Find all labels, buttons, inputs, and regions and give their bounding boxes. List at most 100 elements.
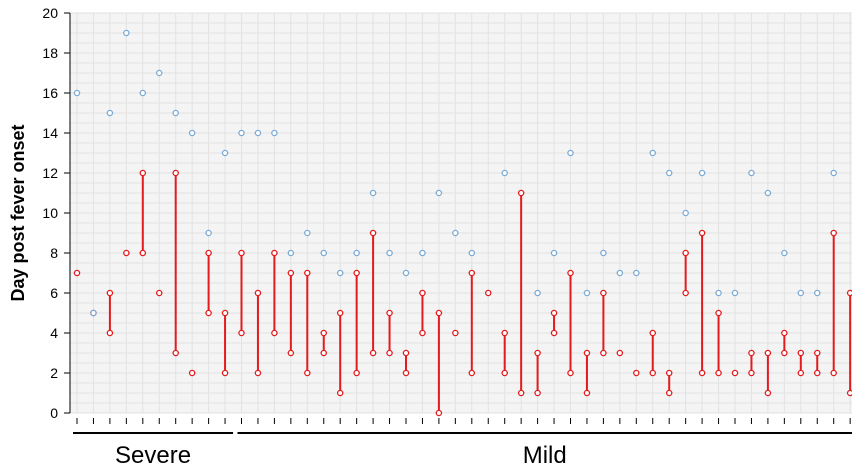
red-point — [682, 289, 689, 297]
red-point — [468, 269, 476, 277]
red-point — [534, 349, 541, 357]
red-point — [238, 329, 245, 337]
red-point — [797, 349, 805, 357]
blue-point — [616, 269, 624, 277]
red-point — [155, 289, 163, 297]
blue-point — [106, 109, 114, 117]
y-axis: 0 2 4 6 8 10 12 14 16 18 20 — [42, 5, 71, 421]
blue-point — [369, 189, 377, 197]
red-point — [287, 349, 295, 357]
blue-point — [764, 189, 772, 197]
blue-point — [748, 169, 755, 177]
blue-point — [172, 109, 179, 117]
red-point — [600, 349, 607, 357]
red-point — [221, 369, 229, 377]
red-point — [106, 289, 114, 297]
blue-point — [814, 289, 821, 297]
red-point — [435, 309, 443, 317]
blue-point — [73, 89, 81, 97]
blue-point — [419, 249, 426, 257]
red-point — [600, 289, 607, 297]
red-point — [205, 249, 212, 257]
red-point — [254, 289, 262, 297]
blue-point — [254, 129, 262, 137]
red-point — [386, 309, 393, 317]
blue-point — [797, 289, 805, 297]
blue-point — [90, 309, 97, 317]
red-point — [748, 349, 755, 357]
y-tick-label: 4 — [50, 325, 58, 341]
red-point — [830, 369, 837, 377]
blue-point — [287, 249, 295, 257]
red-point — [517, 189, 525, 197]
red-point — [435, 409, 443, 417]
red-point — [633, 369, 640, 377]
blue-point — [386, 249, 393, 257]
red-point — [665, 369, 673, 377]
blue-point — [402, 269, 410, 277]
red-point — [419, 289, 426, 297]
blue-point — [501, 169, 508, 177]
red-point — [336, 309, 344, 317]
blue-point — [155, 69, 163, 77]
y-tick-label: 14 — [42, 125, 58, 141]
blue-point — [336, 269, 344, 277]
red-point — [238, 249, 245, 257]
red-point — [369, 229, 377, 237]
red-point — [550, 309, 558, 317]
red-point — [846, 289, 852, 297]
blue-point — [583, 289, 591, 297]
blue-point — [205, 229, 212, 237]
blue-point — [649, 149, 657, 157]
red-point — [304, 369, 311, 377]
red-point — [567, 269, 574, 277]
red-point — [665, 389, 673, 397]
red-point — [386, 349, 393, 357]
y-tick-label: 8 — [50, 245, 58, 261]
red-point — [731, 369, 739, 377]
red-point — [649, 369, 657, 377]
red-point — [336, 389, 344, 397]
y-tick-label: 12 — [42, 165, 58, 181]
red-point — [172, 169, 179, 177]
red-point — [369, 349, 377, 357]
blue-point — [435, 189, 443, 197]
red-point — [517, 389, 525, 397]
blue-point — [304, 229, 311, 237]
y-tick-label: 6 — [50, 285, 58, 301]
y-tick-label: 2 — [50, 365, 58, 381]
red-point — [402, 369, 410, 377]
red-point — [715, 369, 722, 377]
y-tick-label: 18 — [42, 45, 58, 61]
red-point — [419, 329, 426, 337]
blue-point — [600, 249, 607, 257]
blue-point — [550, 249, 558, 257]
blue-point — [830, 169, 837, 177]
red-point — [320, 329, 327, 337]
red-point — [287, 269, 295, 277]
blue-point — [221, 149, 229, 157]
red-point — [73, 269, 81, 277]
blue-point — [353, 249, 360, 257]
red-point — [501, 369, 508, 377]
red-point — [616, 349, 624, 357]
red-point — [781, 329, 788, 337]
red-point — [320, 349, 327, 357]
blue-point — [320, 249, 327, 257]
red-point — [781, 349, 788, 357]
red-point — [715, 309, 722, 317]
grid — [70, 12, 852, 414]
red-point — [583, 349, 591, 357]
red-point — [698, 229, 706, 237]
y-axis-label: Day post fever onset — [8, 124, 28, 301]
red-point — [139, 249, 147, 257]
red-point — [649, 329, 657, 337]
y-tick-label: 16 — [42, 85, 58, 101]
red-point — [583, 389, 591, 397]
red-point — [271, 329, 278, 337]
red-point — [567, 369, 574, 377]
red-point — [534, 389, 541, 397]
blue-point — [452, 229, 459, 237]
group-brackets: Severe Mild — [73, 432, 852, 469]
blue-point — [731, 289, 739, 297]
